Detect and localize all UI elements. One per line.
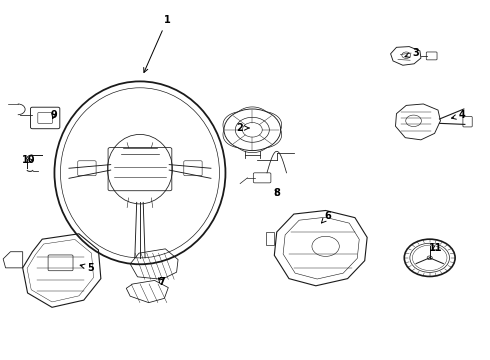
Text: 10: 10 <box>22 155 36 165</box>
Text: 9: 9 <box>50 111 57 121</box>
Text: 2: 2 <box>237 123 249 133</box>
Text: 5: 5 <box>80 263 95 273</box>
Text: 8: 8 <box>273 188 280 198</box>
Text: 11: 11 <box>429 243 442 253</box>
Text: 7: 7 <box>159 277 165 287</box>
Text: 4: 4 <box>451 111 466 121</box>
Text: 6: 6 <box>321 211 331 223</box>
Text: 3: 3 <box>405 48 419 58</box>
Text: 1: 1 <box>144 15 170 72</box>
